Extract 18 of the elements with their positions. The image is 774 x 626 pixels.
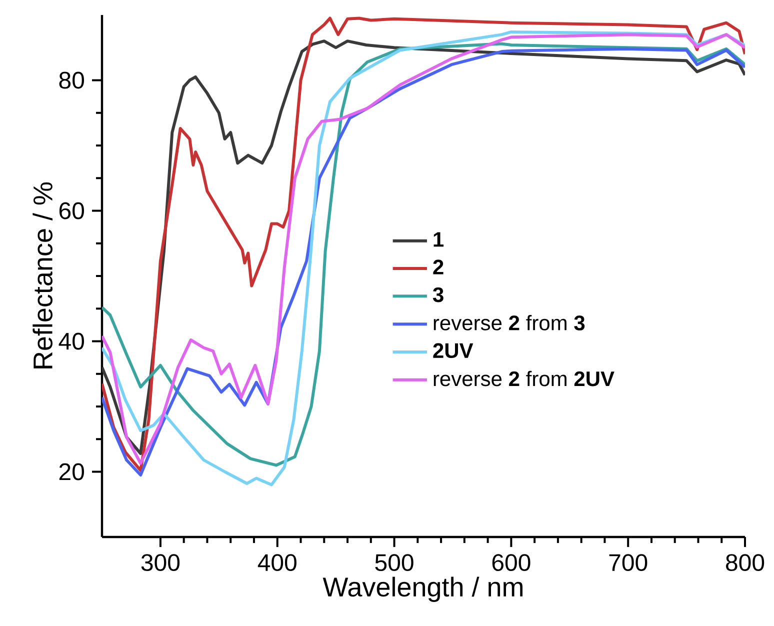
legend-label: 1 bbox=[434, 232, 444, 247]
legend-label: 2UV bbox=[433, 343, 474, 358]
legend-label: 3 bbox=[432, 287, 444, 302]
x-axis-title: Wavelength / nm bbox=[322, 576, 522, 602]
legend-label: reverse 2 from 3 bbox=[434, 314, 585, 330]
y-tick-label: 40 bbox=[58, 332, 84, 350]
y-tick-label: 60 bbox=[59, 202, 84, 220]
legend-label: reverse 2 from 2UV bbox=[434, 370, 614, 386]
y-tick-label: 20 bbox=[59, 463, 84, 480]
x-tick-label: 600 bbox=[492, 554, 530, 572]
x-tick-label: 500 bbox=[375, 554, 414, 572]
x-tick-label: 800 bbox=[726, 554, 764, 572]
x-tick-label: 700 bbox=[609, 554, 648, 572]
x-tick-label: 400 bbox=[258, 554, 296, 572]
x-tick-label: 300 bbox=[141, 554, 180, 572]
legend-label: 2 bbox=[433, 260, 444, 274]
y-axis-title: Reflectance / % bbox=[32, 182, 52, 368]
y-tick-label: 80 bbox=[59, 72, 84, 89]
